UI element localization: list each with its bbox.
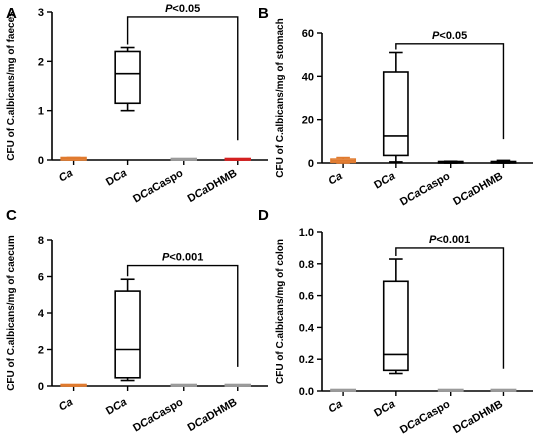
box-dcadhmb (224, 383, 251, 387)
panel-label: B (258, 5, 269, 22)
y-tick-label: 6 (38, 272, 44, 284)
significance-bracket (395, 247, 505, 369)
box-dca (382, 51, 409, 163)
category-label: DCa (372, 398, 397, 419)
category-label: DCaDHMB (186, 167, 240, 205)
box-dca (114, 46, 141, 112)
y-tick-label: 0.4 (299, 322, 315, 334)
y-tick-label: 0 (38, 155, 44, 167)
category-label: DCaDHMB (186, 396, 240, 434)
y-tick-label: 0.8 (299, 259, 314, 271)
y-axis-label: CFU of C.albicans/mg of faeces (6, 11, 17, 161)
y-tick-label: 0 (38, 381, 44, 393)
category-label: DCaCaspo (131, 167, 185, 205)
category-label: DCa (104, 167, 129, 188)
category-label: DCaCaspo (131, 396, 185, 434)
box-dca (382, 258, 409, 375)
category-label: Ca (326, 398, 344, 415)
y-tick-label: 1.0 (299, 227, 314, 239)
panel-label: D (258, 207, 269, 224)
y-tick-label: 60 (302, 28, 314, 40)
category-label: DCaDHMB (451, 170, 505, 208)
box-dcacaspo (170, 157, 197, 161)
box-ca (60, 383, 87, 387)
category-label: DCa (104, 396, 129, 417)
category-label: Ca (326, 170, 344, 187)
category-label: Ca (57, 396, 75, 413)
panel-label: A (6, 5, 17, 22)
y-tick-label: 20 (302, 115, 314, 127)
y-tick-label: 1 (38, 106, 44, 118)
y-tick-label: 8 (38, 235, 44, 247)
y-tick-label: 2 (38, 345, 44, 357)
y-tick-label: 3 (38, 7, 44, 19)
y-tick-label: 0.6 (299, 291, 314, 303)
y-tick-label: 40 (302, 71, 314, 83)
box-dcadhmb (490, 159, 517, 164)
box-dcadhmb (490, 388, 517, 392)
y-tick-label: 0.0 (299, 386, 314, 398)
box-dcacaspo (437, 160, 464, 164)
category-label: DCaDHMB (451, 398, 505, 436)
significance-bracket (126, 16, 239, 141)
significance-bracket (395, 43, 505, 140)
significance-label: P<0.05 (165, 3, 200, 15)
panel-b: B CFU of C.albicans/mg of stomach 0 20 40 60 C… (258, 5, 533, 208)
box-dca (114, 278, 141, 382)
category-label: Ca (57, 167, 75, 184)
box-iqr (382, 71, 409, 157)
y-axis-label: CFU of C.albicans/mg of stomach (275, 18, 286, 177)
box-ca (330, 388, 357, 392)
y-axis-label: CFU of C.albicans/mg of caecum (6, 235, 17, 391)
panel-label: C (6, 207, 17, 224)
box-dcacaspo (437, 388, 464, 392)
box-ca (330, 156, 357, 164)
category-label: DCaCaspo (398, 398, 452, 436)
category-label: DCaCaspo (398, 170, 452, 208)
significance-bracket (126, 264, 239, 367)
y-tick-label: 4 (38, 308, 45, 320)
panel-d: D CFU of C.albicans/mg of colon 0.0 0.2 0.4 0… (258, 207, 533, 436)
box-iqr (114, 50, 141, 105)
significance-label: P<0.05 (432, 30, 467, 42)
box-ca (60, 156, 87, 161)
category-label: DCa (372, 170, 397, 191)
box-dcadhmb (224, 157, 251, 161)
y-tick-label: 2 (38, 56, 44, 68)
box-iqr (114, 290, 141, 379)
box-dcacaspo (170, 383, 197, 387)
significance-label: P<0.001 (429, 234, 470, 246)
y-tick-label: 0.2 (299, 354, 314, 366)
y-axis-label: CFU of C.albicans/mg of colon (275, 239, 286, 384)
box-iqr (382, 280, 409, 372)
panel-c: C CFU of C.albicans/mg of caecum 0 2 4 6 8 Ca DC… (6, 207, 268, 434)
significance-label: P<0.001 (162, 252, 203, 264)
y-tick-label: 0 (308, 158, 314, 170)
